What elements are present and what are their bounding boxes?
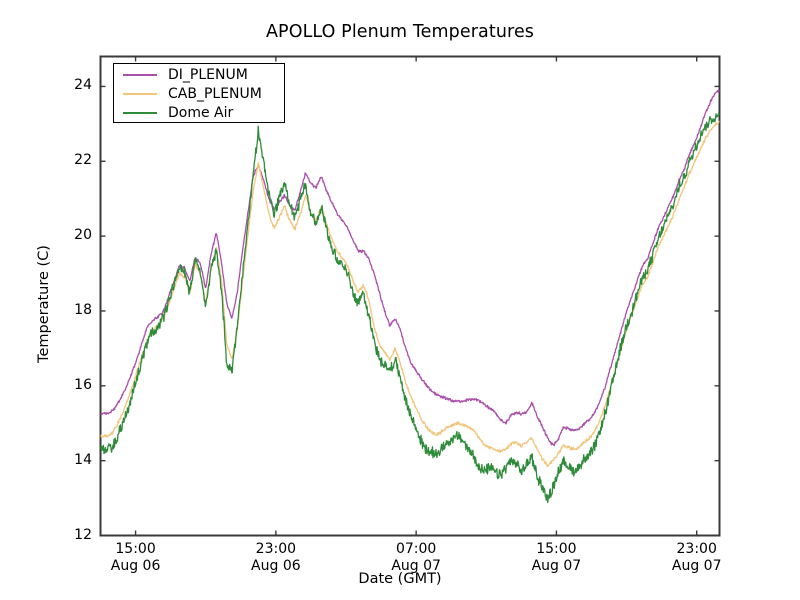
x-tick-time: 23:00 [676, 541, 717, 557]
x-tick-label: 15:00 Aug 07 [496, 541, 616, 575]
y-tick-label: 16 [74, 376, 92, 393]
x-tick-label: 23:00 Aug 07 [637, 541, 757, 575]
x-tick-date: Aug 06 [110, 558, 161, 574]
x-tick-time: 23:00 [255, 541, 297, 557]
y-tick-label: 18 [74, 301, 92, 318]
legend-item[interactable]: Dome Air [114, 103, 284, 122]
chart-title: APOLLO Plenum Temperatures [265, 22, 535, 42]
legend-item[interactable]: DI_PLENUM [114, 65, 284, 84]
legend-item[interactable]: CAB_PLENUM [114, 84, 284, 103]
y-tick-label: 14 [74, 451, 92, 468]
legend-label: DI_PLENUM [168, 66, 248, 83]
legend-color-swatch [123, 111, 157, 114]
chart-legend[interactable]: DI_PLENUM CAB_PLENUM Dome Air [113, 63, 285, 123]
plot-border [99, 55, 721, 537]
x-tick-date: Aug 07 [671, 558, 722, 574]
legend-color-swatch [123, 73, 157, 76]
y-tick-label: 24 [74, 77, 92, 94]
x-tick-label: 07:00 Aug 07 [356, 541, 476, 575]
x-tick-label: 23:00 Aug 06 [216, 541, 336, 575]
legend-color-swatch [123, 92, 157, 95]
y-axis-label: Temperature (C) [36, 245, 52, 363]
legend-label: Dome Air [168, 104, 234, 121]
series-layer [100, 89, 720, 504]
x-tick-time: 15:00 [536, 541, 577, 557]
y-tick-label: 22 [74, 152, 92, 169]
series-line-dome-air [100, 112, 720, 504]
x-tick-date: Aug 06 [251, 558, 301, 574]
plot-frame [99, 55, 721, 537]
y-tick-label: 20 [74, 227, 92, 244]
x-tick-time: 15:00 [115, 541, 156, 557]
x-tick-date: Aug 07 [531, 558, 582, 574]
x-tick-time: 07:00 [395, 541, 437, 557]
series-line-di-plenum [100, 89, 720, 447]
x-tick-label: 15:00 Aug 06 [76, 541, 196, 575]
legend-label: CAB_PLENUM [168, 85, 262, 102]
axis-tick-marks [100, 56, 720, 537]
y-tick-label: 12 [74, 526, 92, 543]
x-axis-label: Date (GMT) [358, 571, 442, 587]
x-tick-date: Aug 07 [391, 558, 441, 574]
